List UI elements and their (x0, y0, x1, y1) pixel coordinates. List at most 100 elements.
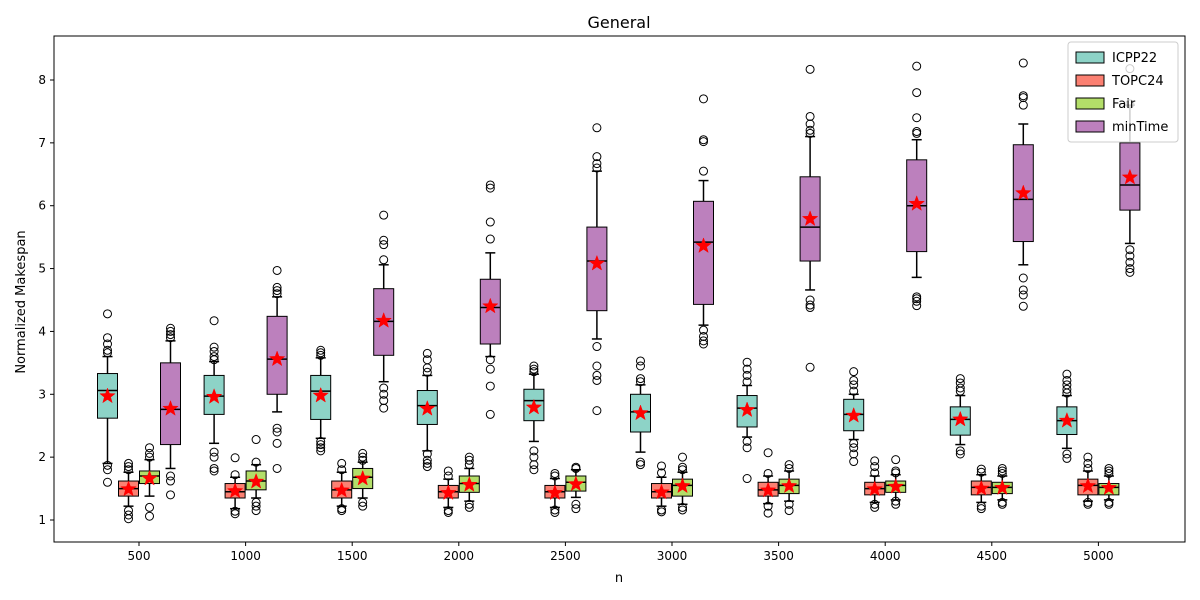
mean-marker (439, 484, 457, 501)
outlier-point (849, 438, 859, 448)
outlier-point (103, 333, 112, 343)
outlier-point (166, 471, 175, 481)
outlier-point (209, 342, 219, 352)
outlier-point (1083, 497, 1093, 507)
outlier-point (592, 123, 602, 133)
outlier-point (805, 300, 815, 310)
box-minTime-1000 (266, 265, 288, 473)
mean-marker (887, 477, 905, 494)
outlier-point (124, 465, 133, 475)
legend-label-Fair: Fair (1112, 97, 1136, 112)
outlier-point (422, 449, 432, 459)
outlier-point (912, 88, 922, 98)
mean-marker (674, 477, 691, 494)
y-tick-label: 3 (38, 387, 46, 401)
outlier-point (379, 240, 389, 250)
box-Fair-3000 (672, 452, 693, 515)
axes: 1 2 3 4 5 6 7 8 500 1000 1500 2000 2500 3000 3500 4000 4… (38, 35, 1186, 563)
outlier-point (379, 396, 389, 406)
outlier-point (912, 292, 922, 302)
outlier-point (1104, 466, 1114, 476)
mean-marker (268, 350, 286, 367)
outlier-point (485, 364, 495, 374)
outlier-point (699, 325, 708, 335)
mean-marker (972, 479, 990, 496)
outlier-point (251, 435, 261, 445)
outlier-point (272, 427, 282, 437)
outlier-point (124, 506, 133, 516)
outlier-point (422, 355, 432, 365)
outlier-point (699, 137, 708, 147)
mean-marker (632, 404, 649, 421)
outlier-point (529, 465, 539, 475)
series-Fair (139, 435, 1120, 521)
outlier-point (870, 502, 880, 512)
outlier-point (592, 370, 602, 380)
outlier-point (272, 438, 282, 448)
outlier-point (784, 506, 794, 516)
outlier-point (379, 235, 389, 245)
outlier-point (230, 506, 240, 516)
legend-swatch-TOPC24 (1075, 74, 1105, 87)
chart-title: General (587, 13, 650, 32)
mean-marker (567, 475, 585, 492)
outlier-point (272, 265, 282, 275)
outlier-point (337, 458, 347, 468)
box-iqr (479, 278, 501, 345)
mean-marker (866, 480, 884, 497)
y-tick-label: 4 (38, 324, 46, 338)
outlier-point (678, 502, 687, 512)
outlier-point (742, 357, 752, 367)
legend-label-minTime: minTime (1112, 120, 1168, 135)
outlier-point (849, 380, 859, 390)
outlier-point (636, 356, 645, 366)
outlier-point (678, 465, 687, 475)
outlier-point (166, 326, 175, 336)
mean-marker (247, 472, 265, 489)
outlier-point (316, 446, 326, 456)
outlier-point (742, 370, 752, 380)
outlier-point (1062, 375, 1072, 385)
outlier-point (912, 128, 922, 138)
outlier-point (1083, 463, 1093, 473)
outlier-point (443, 507, 453, 517)
outlier-point (1018, 290, 1028, 300)
outlier-point (1125, 251, 1135, 261)
outlier-point (805, 295, 815, 305)
outlier-point (955, 449, 965, 459)
outlier-point (379, 389, 389, 399)
outlier-point (316, 440, 326, 450)
outlier-point (657, 468, 666, 478)
outlier-point (145, 511, 154, 521)
box-ICPP22-4500 (949, 374, 971, 459)
outlier-point (251, 457, 261, 467)
outlier-point (103, 477, 112, 487)
outlier-point (358, 448, 368, 458)
box-minTime-3000 (693, 94, 714, 349)
outlier-point (316, 350, 326, 360)
outlier-point (699, 331, 708, 341)
outlier-point (805, 64, 815, 74)
outlier-point (742, 377, 752, 387)
outlier-point (485, 381, 495, 391)
mean-marker (481, 297, 499, 314)
outlier-point (699, 135, 708, 145)
x-tick-label: 2500 (550, 549, 581, 563)
outlier-point (870, 456, 880, 466)
mean-marker (312, 386, 330, 403)
outlier-point (955, 383, 965, 393)
x-tick-label: 2000 (444, 549, 475, 563)
x-tick-label: 500 (128, 549, 151, 563)
outlier-point (550, 507, 560, 517)
outlier-point (636, 377, 645, 387)
outlier-point (571, 462, 581, 472)
outlier-point (124, 510, 133, 520)
box-TOPC24-4000 (864, 456, 886, 512)
box-iqr (693, 200, 714, 305)
outlier-point (699, 94, 708, 104)
mean-marker (354, 469, 372, 486)
outlier-point (550, 468, 560, 478)
outlier-point (485, 234, 495, 244)
outlier-point (209, 447, 219, 457)
